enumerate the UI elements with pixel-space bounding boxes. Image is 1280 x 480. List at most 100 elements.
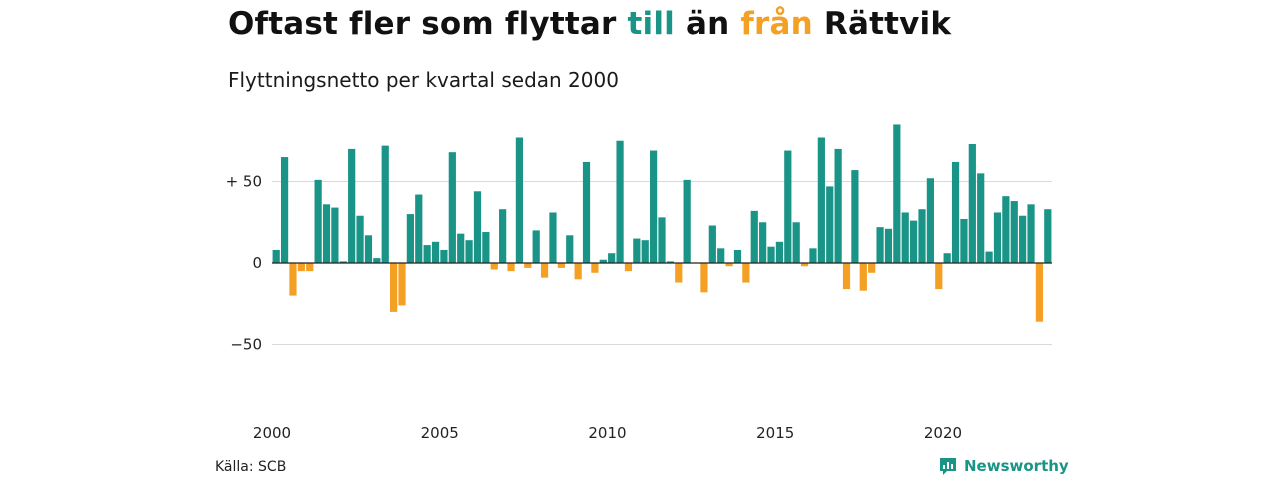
y-tick-label: −50 (230, 336, 262, 354)
newsworthy-logo-icon (940, 458, 956, 475)
bar (742, 263, 750, 283)
bar (800, 263, 809, 267)
bar (390, 263, 398, 312)
bar (280, 157, 289, 263)
bar (306, 263, 314, 272)
x-tick-label: 2005 (421, 424, 459, 442)
bar (868, 263, 876, 273)
bar (1027, 204, 1035, 263)
chart-title: Oftast fler som flyttar till än från Rät… (228, 6, 951, 42)
title-part-1: Oftast fler som flyttar (228, 6, 628, 42)
bar (1019, 215, 1027, 263)
bar (314, 179, 322, 263)
bar (842, 263, 851, 290)
bar (675, 263, 683, 283)
bar (348, 148, 356, 263)
bar (943, 253, 951, 263)
bar (658, 217, 666, 263)
bar (599, 259, 607, 263)
bar (725, 263, 733, 267)
bar (297, 263, 305, 272)
bar (616, 140, 624, 263)
bar (524, 263, 532, 268)
bar (490, 263, 498, 270)
bar (608, 253, 616, 263)
y-tick-label: + 50 (226, 173, 262, 191)
bar (532, 230, 540, 263)
bar (641, 240, 649, 263)
title-part-3: Rättvik (812, 6, 952, 42)
title-word-till: till (627, 6, 675, 42)
bar (448, 152, 456, 263)
bar (910, 220, 918, 263)
bar (733, 249, 742, 263)
bar (1035, 263, 1044, 322)
bar (1010, 201, 1018, 263)
title-part-2: än (674, 6, 741, 42)
bar (423, 245, 431, 263)
bar (566, 235, 574, 263)
bar (834, 148, 842, 263)
bar (482, 232, 490, 263)
bar (289, 263, 297, 296)
bar (683, 179, 691, 263)
bar (473, 191, 482, 263)
bar (876, 227, 884, 263)
bar (960, 218, 968, 263)
bar (650, 150, 658, 263)
bar (826, 186, 834, 263)
bar (499, 209, 507, 263)
bar (935, 263, 943, 290)
x-tick-label: 2000 (253, 424, 291, 442)
bar (465, 240, 473, 263)
bar (851, 170, 859, 263)
bar (951, 161, 960, 263)
bar (624, 263, 633, 272)
bar (1002, 196, 1010, 263)
source-label: Källa: SCB (215, 459, 287, 475)
bar (356, 215, 364, 263)
bar (1044, 209, 1052, 263)
title-word-fran: från (740, 6, 813, 42)
bar (272, 249, 280, 263)
bar (817, 137, 825, 263)
bar (859, 263, 867, 291)
brand-name: Newsworthy (964, 457, 1069, 475)
bar (784, 150, 792, 263)
bar (809, 248, 817, 263)
x-tick-label: 2020 (924, 424, 962, 442)
bar (968, 144, 976, 263)
bar (918, 209, 926, 263)
bar (977, 173, 985, 263)
bar (591, 263, 599, 273)
bar (322, 204, 331, 263)
bar (381, 145, 389, 263)
bar (993, 212, 1002, 263)
y-tick-label: 0 (252, 254, 262, 272)
bar (507, 263, 515, 272)
bar (633, 238, 641, 263)
bar (775, 241, 784, 263)
bar (926, 178, 934, 263)
bar (431, 241, 440, 263)
bar (339, 261, 347, 263)
bar (708, 225, 716, 263)
bar (884, 228, 893, 263)
bar (582, 161, 591, 263)
bar (540, 263, 549, 278)
bar (893, 124, 901, 263)
bar (515, 137, 524, 263)
bar (398, 263, 406, 306)
bar (792, 222, 800, 263)
x-tick-label: 2015 (756, 424, 794, 442)
bar (415, 194, 423, 263)
chart-subtitle: Flyttningsnetto per kvartal sedan 2000 (228, 68, 619, 92)
bar (331, 207, 339, 263)
bar (557, 263, 565, 268)
bar (666, 261, 674, 263)
bar (750, 210, 758, 263)
bar (759, 222, 767, 263)
brand-logo[interactable]: Newsworthy (938, 456, 1069, 476)
bar (574, 263, 582, 280)
